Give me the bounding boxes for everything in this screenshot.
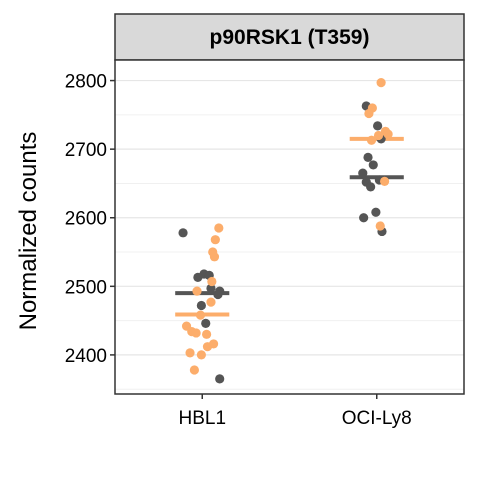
point-light-13 <box>203 342 212 351</box>
plot-panel <box>115 60 464 394</box>
y-tick-label-2: 2600 <box>65 209 107 230</box>
point-light-24 <box>380 177 389 186</box>
point-light-0 <box>214 223 223 232</box>
point-light-11 <box>202 330 211 339</box>
point-dark-0 <box>178 228 187 237</box>
point-dark-17 <box>366 182 375 191</box>
y-tick-label-3: 2700 <box>65 140 107 161</box>
point-light-17 <box>377 78 386 87</box>
point-dark-6 <box>213 290 222 299</box>
point-light-15 <box>197 350 206 359</box>
y-tick-label-0: 2400 <box>65 346 107 367</box>
point-light-6 <box>206 297 215 306</box>
y-axis-title: Normalized counts <box>15 132 42 331</box>
point-light-14 <box>185 348 194 357</box>
point-dark-8 <box>201 319 210 328</box>
point-light-21 <box>383 129 392 138</box>
point-dark-7 <box>197 301 206 310</box>
point-light-1 <box>211 235 220 244</box>
x-axis: HBL1 OCI-Ly8 <box>178 394 411 429</box>
point-dark-15 <box>358 169 367 178</box>
point-dark-3 <box>193 273 202 282</box>
y-axis: 2400 2500 2600 2700 2800 <box>65 72 115 367</box>
y-tick-label-1: 2500 <box>65 277 107 298</box>
x-tick-label-1: OCI-Ly8 <box>342 408 412 429</box>
chart-title: p90RSK1 (T359) <box>210 26 370 49</box>
point-dark-14 <box>369 160 378 169</box>
point-dark-13 <box>363 153 372 162</box>
point-light-10 <box>192 328 201 337</box>
point-dark-9 <box>215 374 224 383</box>
point-light-23 <box>367 136 376 145</box>
x-tick-label-0: HBL1 <box>178 408 226 429</box>
y-tick-label-4: 2800 <box>65 72 107 93</box>
point-light-4 <box>207 277 216 286</box>
point-light-5 <box>192 287 201 296</box>
point-light-7 <box>196 311 205 320</box>
point-dark-19 <box>359 213 368 222</box>
point-light-25 <box>376 221 385 230</box>
point-light-3 <box>210 252 219 261</box>
point-light-16 <box>190 365 199 374</box>
point-dark-20 <box>371 208 380 217</box>
point-light-19 <box>364 109 373 118</box>
point-dark-11 <box>373 121 382 130</box>
